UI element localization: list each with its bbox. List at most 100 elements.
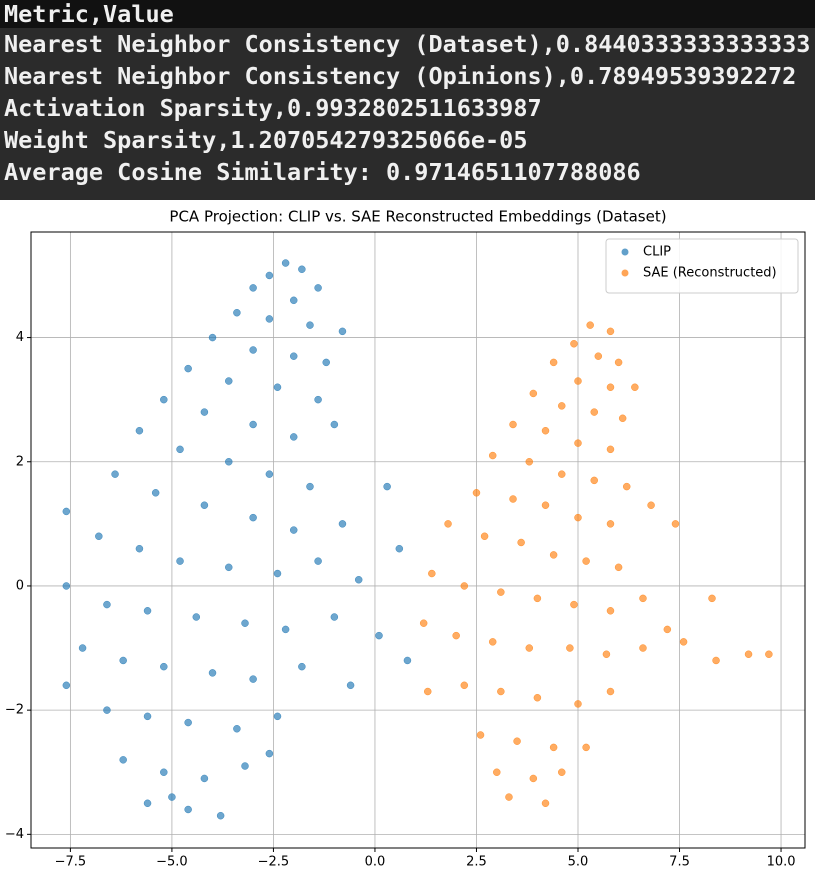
scatter-point: [78, 644, 87, 652]
scatter-point: [176, 445, 184, 454]
scatter-point: [160, 395, 168, 404]
scatter-point: [249, 675, 257, 683]
y-tick-label: −4: [5, 827, 24, 842]
scatter-point: [558, 402, 566, 410]
scatter-point: [184, 364, 192, 373]
scatter-point: [480, 532, 489, 541]
scatter-point: [249, 284, 257, 292]
scatter-point: [233, 725, 241, 733]
scatter-point: [549, 743, 558, 752]
scatter-point: [273, 712, 282, 721]
legend-label: CLIP: [643, 245, 671, 260]
scatter-point: [143, 712, 152, 721]
scatter-point: [383, 482, 391, 491]
scatter-point: [119, 656, 127, 665]
scatter-point: [708, 594, 716, 603]
scatter-point: [444, 520, 452, 528]
x-tick-label: −7.5: [55, 855, 87, 870]
scatter-point: [143, 799, 152, 808]
console-line: Activation Sparsity,0.9932802511633987: [4, 94, 542, 122]
scatter-point: [225, 563, 233, 572]
scatter-point: [541, 501, 550, 509]
scatter-point: [663, 625, 672, 634]
console-line: Average Cosine Similarity: 0.97146511077…: [4, 158, 641, 186]
scatter-point: [135, 544, 144, 553]
scatter-point: [289, 526, 298, 534]
scatter-point: [533, 693, 542, 702]
x-tick-label: −5.0: [156, 855, 188, 870]
scatter-point: [62, 582, 71, 590]
scatter-point: [574, 439, 582, 447]
scatter-point: [517, 538, 525, 547]
scatter-point: [594, 352, 603, 360]
scatter-point: [606, 327, 615, 336]
scatter-point: [488, 638, 497, 646]
scatter-point: [289, 352, 298, 360]
scatter-point: [184, 718, 192, 727]
scatter-point: [273, 383, 282, 391]
legend: CLIP SAE (Reconstructed): [605, 238, 799, 294]
legend-marker: [621, 269, 629, 277]
scatter-point: [558, 470, 566, 478]
chart-title: PCA Projection: CLIP vs. SAE Reconstruct…: [169, 208, 666, 226]
scatter-point: [119, 756, 127, 764]
scatter-point: [582, 557, 590, 565]
scatter-point: [160, 662, 168, 671]
scatter-point: [322, 358, 330, 367]
scatter-point: [671, 520, 680, 528]
scatter-point: [62, 507, 71, 516]
scatter-point: [160, 768, 168, 776]
scatter-point: [574, 700, 582, 708]
scatter-point: [570, 340, 578, 348]
scatter-point: [306, 482, 314, 491]
y-tick-label: 0: [16, 578, 24, 593]
console-line: Nearest Neighbor Consistency (Opinions),…: [4, 62, 797, 90]
scatter-point: [314, 284, 322, 292]
scatter-point: [249, 346, 257, 354]
scatter-point: [151, 489, 160, 497]
scatter-point: [525, 644, 534, 652]
scatter-point: [513, 737, 521, 745]
y-tick-label: 2: [16, 454, 24, 469]
scatter-point: [525, 458, 534, 466]
scatter-point: [529, 774, 538, 783]
scatter-point: [423, 687, 432, 696]
console-output: Metric,Value Nearest Neighbor Consistenc…: [0, 0, 815, 200]
scatter-point: [509, 420, 517, 429]
scatter-point: [488, 451, 497, 460]
scatter-point: [225, 458, 233, 466]
console-line: Weight Sparsity,1.207054279325066e-05: [4, 126, 528, 154]
scatter-point: [330, 420, 339, 429]
x-tick-label: 10.0: [767, 855, 796, 870]
scatter-point: [606, 687, 615, 696]
scatter-point: [590, 408, 598, 416]
scatter-point: [472, 489, 481, 497]
scatter-point: [631, 383, 639, 391]
scatter-point: [647, 501, 655, 509]
scatter-point: [509, 495, 517, 503]
scatter-point: [395, 544, 404, 553]
scatter-point: [289, 433, 298, 441]
scatter-point: [265, 271, 274, 280]
scatter-point: [168, 793, 176, 801]
scatter-point: [679, 638, 688, 646]
scatter-point: [606, 607, 615, 615]
scatter-point: [602, 650, 611, 659]
scatter-point: [493, 768, 501, 776]
console-line: Metric,Value: [0, 0, 815, 28]
scatter-point: [346, 681, 355, 690]
scatter-point: [574, 513, 582, 522]
scatter-point: [639, 594, 647, 603]
scatter-point: [639, 644, 647, 652]
legend-marker: [621, 248, 629, 256]
scatter-point: [622, 482, 631, 491]
legend-box: [605, 238, 799, 294]
scatter-point: [549, 358, 558, 367]
scatter-point: [338, 520, 347, 528]
scatter-point: [314, 557, 322, 565]
scatter-point: [606, 520, 615, 528]
scatter-point: [558, 768, 566, 776]
scatter-point: [541, 426, 550, 435]
scatter-point: [354, 575, 363, 584]
